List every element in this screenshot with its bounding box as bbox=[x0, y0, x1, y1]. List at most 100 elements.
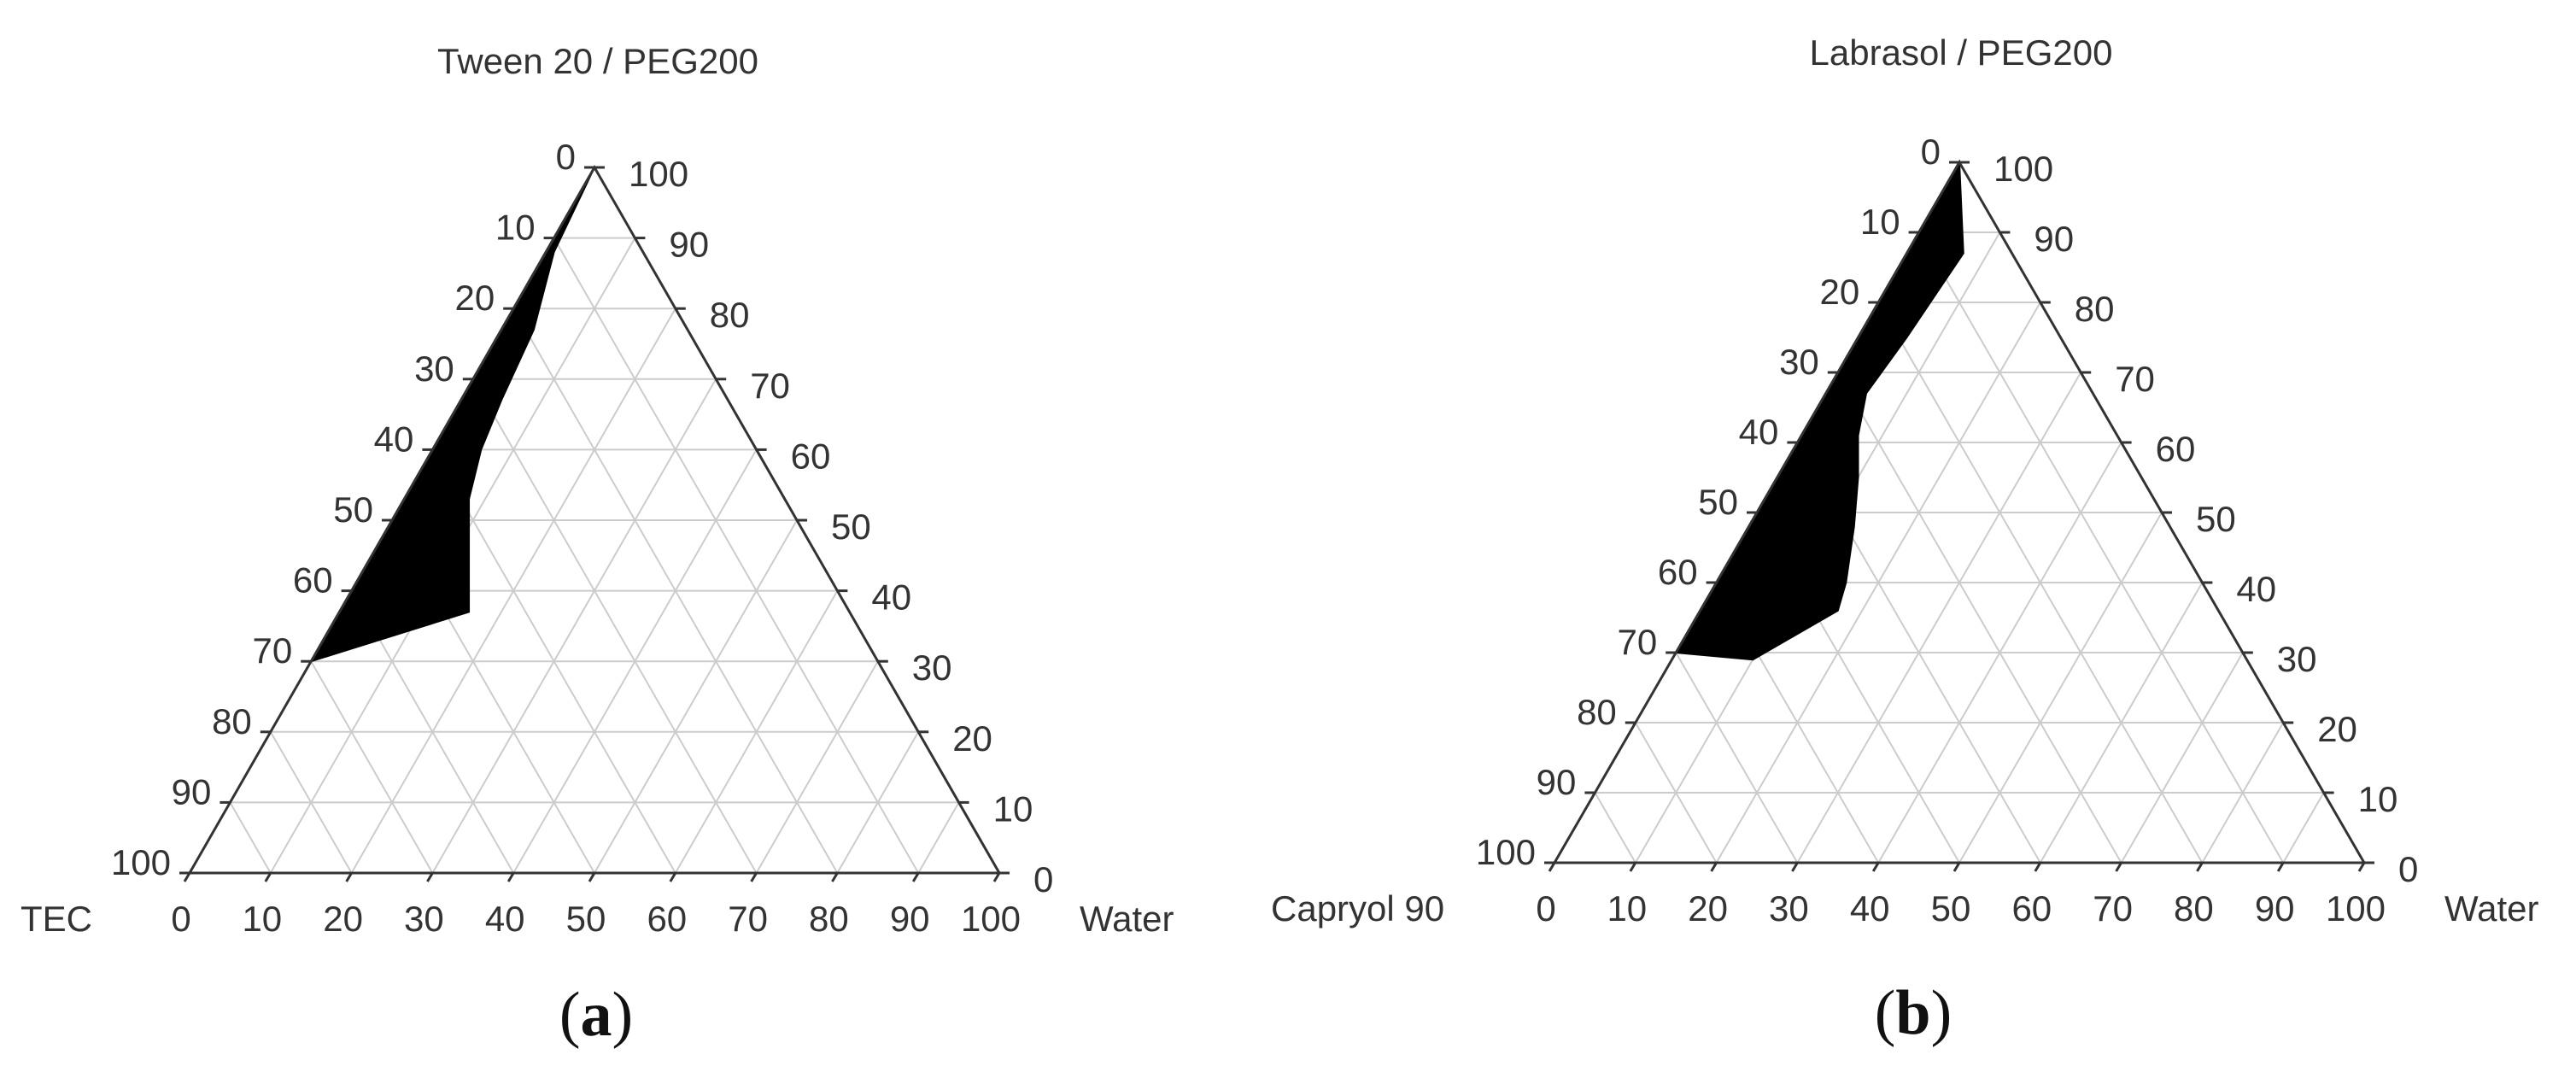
left-tick-label: 20 bbox=[454, 278, 495, 318]
tick-mark bbox=[1952, 862, 1961, 872]
grid-line bbox=[1836, 372, 2122, 864]
grid-line bbox=[917, 801, 960, 874]
grid-line bbox=[553, 237, 920, 874]
tick-mark bbox=[831, 872, 839, 882]
tick-mark bbox=[911, 872, 920, 882]
bottom-tick-label: 60 bbox=[2011, 888, 2052, 929]
chart-title: Tween 20 / PEG200 bbox=[437, 41, 758, 81]
bottom-tick-label: 10 bbox=[1607, 888, 1647, 929]
bottom-tick-label: 80 bbox=[809, 899, 849, 939]
grid-line bbox=[1594, 792, 1636, 864]
bottom-tick-label: 40 bbox=[1850, 888, 1890, 929]
bottom-tick-label: 90 bbox=[2255, 888, 2295, 929]
left-tick-label: 80 bbox=[1577, 692, 1617, 732]
bottom-tick-label: 100 bbox=[2326, 888, 2386, 929]
bottom-tick-label: 80 bbox=[2174, 888, 2214, 929]
bottom-tick-label: 50 bbox=[1931, 888, 1971, 929]
bottom-tick-label: 20 bbox=[323, 899, 363, 939]
left-tick-label: 30 bbox=[1779, 342, 1819, 382]
left-tick-label: 60 bbox=[293, 560, 333, 601]
bottom-tick-label: 10 bbox=[242, 899, 282, 939]
bottom-left-component-label: Capryol 90 bbox=[1271, 888, 1444, 929]
panel-label-letter: a bbox=[581, 980, 612, 1050]
right-tick-label: 70 bbox=[2115, 359, 2155, 399]
tick-mark bbox=[426, 872, 434, 882]
tick-mark bbox=[588, 872, 596, 882]
grid-line bbox=[1958, 512, 2163, 864]
bottom-tick-label: 0 bbox=[171, 899, 190, 939]
tick-mark bbox=[1548, 862, 1556, 872]
right-tick-label: 10 bbox=[2358, 779, 2398, 819]
right-tick-label: 100 bbox=[1993, 149, 2053, 189]
bottom-left-component-label: TEC bbox=[20, 899, 92, 939]
tick-mark bbox=[1791, 862, 1799, 872]
tick-mark bbox=[1629, 862, 1637, 872]
grid-line bbox=[2201, 722, 2285, 864]
grid-line bbox=[836, 731, 920, 874]
grid-line bbox=[2282, 792, 2325, 864]
right-tick-label: 60 bbox=[791, 436, 831, 476]
tick-mark bbox=[2196, 862, 2204, 872]
bottom-tick-label: 40 bbox=[485, 899, 525, 939]
tick-mark bbox=[669, 872, 677, 882]
right-tick-label: 30 bbox=[912, 647, 952, 688]
grid-line bbox=[2120, 652, 2244, 864]
grid-line bbox=[755, 660, 879, 874]
left-tick-label: 90 bbox=[172, 771, 212, 811]
right-tick-label: 60 bbox=[2156, 429, 2196, 469]
left-tick-label: 60 bbox=[1658, 552, 1698, 592]
bottom-tick-label: 70 bbox=[2093, 888, 2133, 929]
right-tick-label: 70 bbox=[750, 366, 790, 406]
right-tick-label: 50 bbox=[2196, 499, 2236, 539]
right-tick-label: 0 bbox=[2398, 849, 2418, 889]
grid-line bbox=[471, 378, 758, 874]
tick-mark bbox=[183, 872, 191, 882]
bottom-tick-label: 30 bbox=[404, 899, 444, 939]
left-tick-label: 50 bbox=[333, 489, 373, 530]
grid-line bbox=[1917, 231, 2285, 864]
bottom-tick-label: 0 bbox=[1536, 888, 1555, 929]
left-tick-label: 100 bbox=[1476, 832, 1536, 872]
left-tick-label: 90 bbox=[1537, 762, 1577, 802]
tick-mark bbox=[992, 872, 1001, 882]
bottom-tick-label: 70 bbox=[728, 899, 768, 939]
tick-mark bbox=[506, 872, 515, 882]
tick-mark bbox=[750, 872, 758, 882]
tick-mark bbox=[2276, 862, 2285, 872]
left-tick-label: 80 bbox=[212, 701, 252, 741]
tick-mark bbox=[2115, 862, 2122, 872]
grid-line bbox=[2039, 582, 2204, 864]
tick-mark bbox=[1710, 862, 1718, 872]
grid-line bbox=[269, 731, 353, 874]
left-tick-label: 0 bbox=[1921, 132, 1941, 172]
right-tick-label: 40 bbox=[2236, 569, 2276, 609]
right-tick-label: 100 bbox=[629, 154, 688, 194]
grid-line bbox=[1634, 722, 1718, 864]
bottom-tick-label: 60 bbox=[647, 899, 687, 939]
panel-label-b: (b) bbox=[1875, 978, 1952, 1048]
grid-line bbox=[1675, 652, 1799, 864]
left-tick-label: 20 bbox=[1819, 272, 1859, 312]
left-tick-label: 10 bbox=[1860, 202, 1900, 242]
tick-mark bbox=[2034, 862, 2042, 872]
grid-lines bbox=[229, 237, 960, 874]
right-tick-label: 90 bbox=[2034, 219, 2074, 259]
left-tick-label: 0 bbox=[556, 137, 576, 177]
grid-lines bbox=[1594, 231, 2325, 864]
bottom-tick-label: 100 bbox=[961, 899, 1021, 939]
left-tick-label: 40 bbox=[374, 419, 414, 459]
tick-mark bbox=[345, 872, 353, 882]
grid-line bbox=[594, 519, 798, 874]
right-tick-label: 10 bbox=[993, 788, 1033, 829]
right-tick-label: 0 bbox=[1033, 859, 1053, 899]
right-tick-label: 80 bbox=[710, 295, 750, 335]
right-tick-label: 20 bbox=[952, 718, 992, 759]
bottom-right-component-label: Water bbox=[1080, 899, 1174, 939]
right-tick-label: 20 bbox=[2317, 709, 2357, 749]
left-tick-label: 10 bbox=[495, 208, 536, 248]
bottom-tick-label: 90 bbox=[890, 899, 930, 939]
